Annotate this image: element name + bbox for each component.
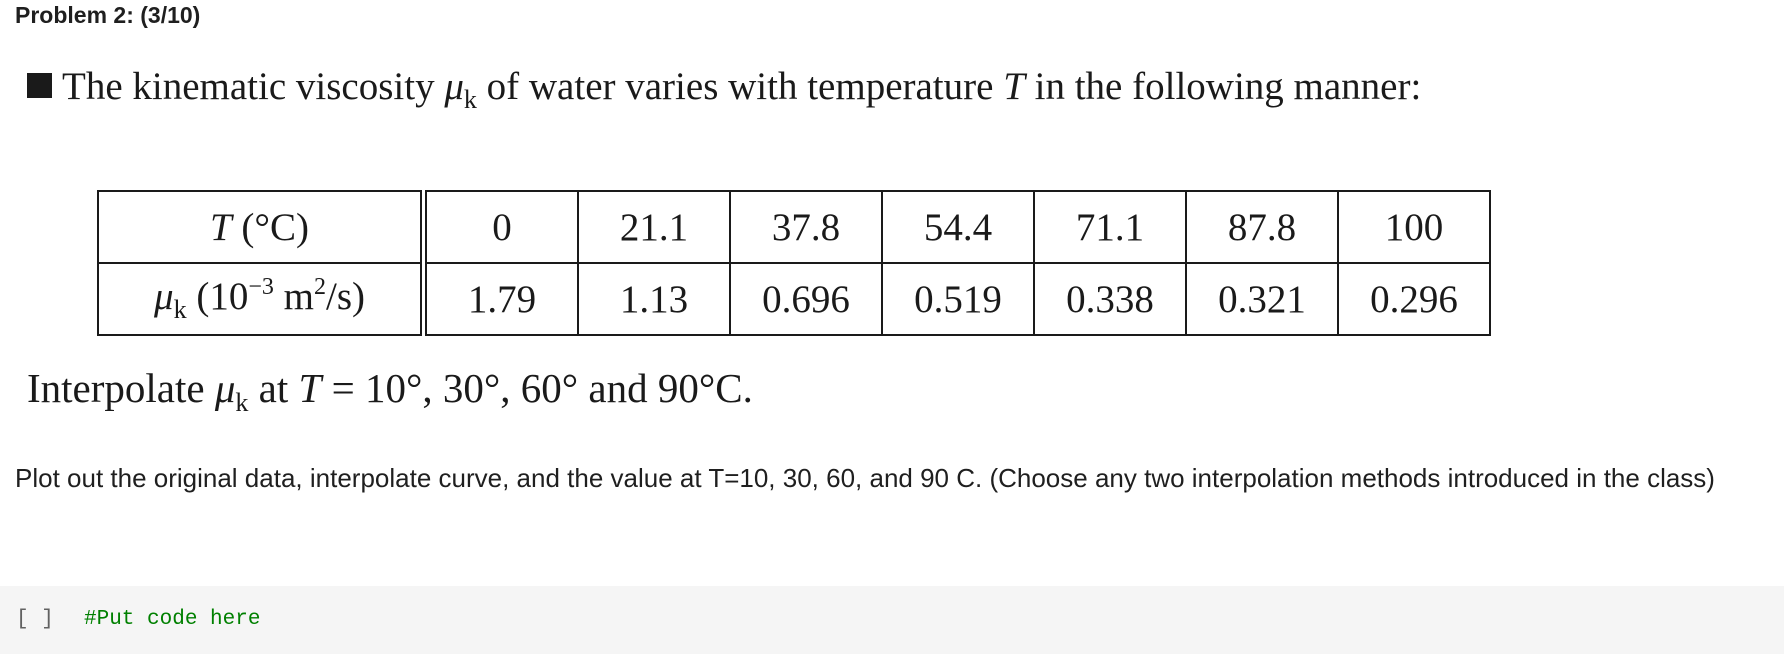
viscosity-label-close: /s) [325, 274, 365, 318]
viscosity-label-mu: μ [154, 274, 174, 318]
intro-text-start: The kinematic viscosity [62, 65, 445, 108]
interp-text-end: = 10°, 30°, 60° and 90°C. [321, 365, 753, 411]
viscosity-label-square: 2 [313, 273, 326, 300]
viscosity-cell: 0.519 [881, 262, 1035, 336]
viscosity-label: μk (10−3 m2/s) [97, 262, 427, 336]
intro-text-middle: of water varies with temperature [476, 65, 1004, 108]
temperature-cell: 100 [1337, 190, 1491, 264]
temperature-row: T (°C) 0 21.1 37.8 54.4 71.1 87.8 100 [97, 190, 1491, 264]
run-cell-button[interactable]: [ ] [16, 608, 54, 631]
code-editor[interactable]: #Put code here [84, 608, 261, 631]
mu-symbol: μ [444, 65, 464, 108]
interp-text-start: Interpolate [27, 365, 215, 411]
temperature-cell: 71.1 [1033, 190, 1187, 264]
problem-statement-image: The kinematic viscosity μk of water vari… [0, 50, 1530, 420]
intro-text-end: in the following manner: [1024, 65, 1422, 108]
viscosity-cell: 1.13 [577, 262, 731, 336]
instructions-text: Plot out the original data, interpolate … [15, 463, 1715, 493]
temperature-cell: 0 [422, 190, 579, 264]
viscosity-cell: 0.296 [1337, 262, 1491, 336]
viscosity-label-subscript: k [173, 294, 187, 324]
viscosity-row: μk (10−3 m2/s) 1.79 1.13 0.696 0.519 0.3… [97, 262, 1491, 336]
temp-label-unit: (°C) [231, 205, 310, 249]
viscosity-label-exponent: −3 [248, 273, 274, 300]
problem-intro: The kinematic viscosity μk of water vari… [27, 58, 1527, 129]
viscosity-cell: 1.79 [422, 262, 579, 336]
code-cell[interactable]: [ ] #Put code here [0, 586, 1784, 654]
mu-subscript: k [463, 85, 477, 114]
temperature-cell: 87.8 [1185, 190, 1339, 264]
bullet-square-icon [27, 73, 52, 98]
viscosity-cell: 0.696 [729, 262, 883, 336]
temp-label-symbol: T [209, 205, 232, 249]
viscosity-cell: 0.338 [1033, 262, 1187, 336]
interp-mu-symbol: μ [214, 365, 236, 411]
temp-symbol: T [1003, 65, 1025, 108]
interp-temp-symbol: T [298, 365, 322, 411]
temperature-cell: 54.4 [881, 190, 1035, 264]
interp-text-middle: at [248, 365, 299, 411]
temperature-label: T (°C) [97, 190, 427, 264]
problem-heading: Problem 2: (3/10) [15, 2, 201, 28]
viscosity-cell: 0.321 [1185, 262, 1339, 336]
viscosity-label-meter: m [273, 274, 314, 318]
temperature-cell: 37.8 [729, 190, 883, 264]
temperature-cell: 21.1 [577, 190, 731, 264]
interp-mu-subscript: k [235, 388, 249, 417]
interpolate-prompt: Interpolate μk at T = 10°, 30°, 60° and … [27, 360, 753, 431]
viscosity-label-open: (10 [186, 274, 249, 318]
viscosity-table: T (°C) 0 21.1 37.8 54.4 71.1 87.8 100 μk… [97, 190, 1491, 336]
